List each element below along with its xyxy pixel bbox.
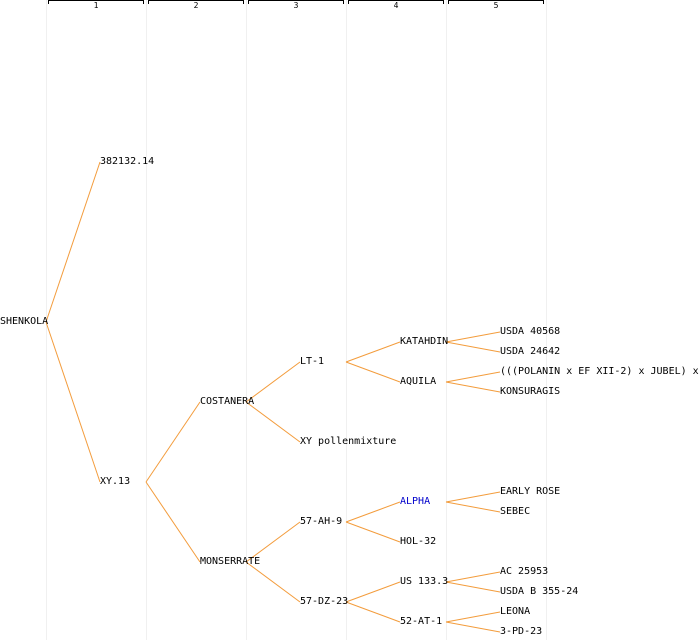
edge-shenkola-n382132 <box>45 161 101 323</box>
edge-ah9-hol32 <box>345 521 401 543</box>
edge-at1-leona <box>445 611 501 623</box>
pedigree-node-xypollen[interactable]: XY pollenmixture <box>300 436 397 447</box>
pedigree-node-us133[interactable]: US 133.3 <box>400 576 449 587</box>
pedigree-node-monserrate[interactable]: MONSERRATE <box>200 556 261 567</box>
edge-dz23-at1 <box>345 601 401 623</box>
edge-us133-ac25953 <box>445 571 501 583</box>
pedigree-node-sebec[interactable]: SEBEC <box>500 506 531 517</box>
edge-aquila-konsuragis <box>445 381 501 393</box>
edge-alpha-sebec <box>445 501 501 513</box>
pedigree-node-katahdin[interactable]: KATAHDIN <box>400 336 449 347</box>
edge-xy13-monserrate <box>145 481 201 563</box>
generation-label: 5 <box>493 1 499 10</box>
column-divider <box>546 0 547 640</box>
pedigree-node-alpha[interactable]: ALPHA <box>400 496 431 507</box>
edge-at1-pd23 <box>445 621 501 633</box>
pedigree-node-xy13[interactable]: XY.13 <box>100 476 131 487</box>
edge-lt1-katahdin <box>345 341 401 363</box>
edge-monserrate-dz23 <box>245 561 301 603</box>
generation-bracket <box>48 0 144 4</box>
pedigree-node-dz23[interactable]: 57-DZ-23 <box>300 596 349 607</box>
edge-dz23-us133 <box>345 581 401 603</box>
pedigree-node-ah9[interactable]: 57-AH-9 <box>300 516 343 527</box>
edge-xy13-costanera <box>145 401 201 483</box>
column-divider <box>246 0 247 640</box>
generation-bracket <box>248 0 344 4</box>
pedigree-node-costanera[interactable]: COSTANERA <box>200 396 255 407</box>
pedigree-node-n382132[interactable]: 382132.14 <box>100 156 155 167</box>
column-divider <box>146 0 147 640</box>
edge-katahdin-usda24642 <box>445 341 501 353</box>
edge-lt1-aquila <box>345 361 401 383</box>
generation-label: 3 <box>293 1 299 10</box>
edge-us133-usdab355 <box>445 581 501 593</box>
pedigree-node-shenkola[interactable]: SHENKOLA <box>0 316 49 327</box>
edge-aquila-polanin <box>445 371 501 383</box>
edge-alpha-earlyrose <box>445 491 501 503</box>
edge-monserrate-ah9 <box>245 521 301 563</box>
pedigree-node-usda24642[interactable]: USDA 24642 <box>500 346 561 357</box>
edge-costanera-xypollen <box>245 401 301 443</box>
generation-label: 4 <box>393 1 399 10</box>
pedigree-node-leona[interactable]: LEONA <box>500 606 531 617</box>
edge-costanera-lt1 <box>245 361 301 403</box>
edge-katahdin-usda40568 <box>445 331 501 343</box>
generation-bracket <box>448 0 544 4</box>
edge-ah9-alpha <box>345 501 401 523</box>
generation-label: 1 <box>93 1 99 10</box>
edge-shenkola-xy13 <box>45 321 101 483</box>
pedigree-node-konsuragis[interactable]: KONSURAGIS <box>500 386 561 397</box>
generation-bracket <box>348 0 444 4</box>
column-divider <box>346 0 347 640</box>
pedigree-node-pd23[interactable]: 3-PD-23 <box>500 626 543 637</box>
pedigree-node-aquila[interactable]: AQUILA <box>400 376 437 387</box>
pedigree-node-hol32[interactable]: HOL-32 <box>400 536 437 547</box>
generation-bracket <box>148 0 244 4</box>
pedigree-node-polanin[interactable]: (((POLANIN x EF XII-2) x JUBEL) x <box>500 366 699 377</box>
pedigree-node-at1[interactable]: 52-AT-1 <box>400 616 443 627</box>
pedigree-node-ac25953[interactable]: AC 25953 <box>500 566 549 577</box>
generation-label: 2 <box>193 1 199 10</box>
pedigree-node-usda40568[interactable]: USDA 40568 <box>500 326 561 337</box>
column-divider <box>446 0 447 640</box>
pedigree-node-usdab355[interactable]: USDA B 355-24 <box>500 586 579 597</box>
pedigree-node-earlyrose[interactable]: EARLY ROSE <box>500 486 561 497</box>
pedigree-node-lt1[interactable]: LT-1 <box>300 356 325 367</box>
